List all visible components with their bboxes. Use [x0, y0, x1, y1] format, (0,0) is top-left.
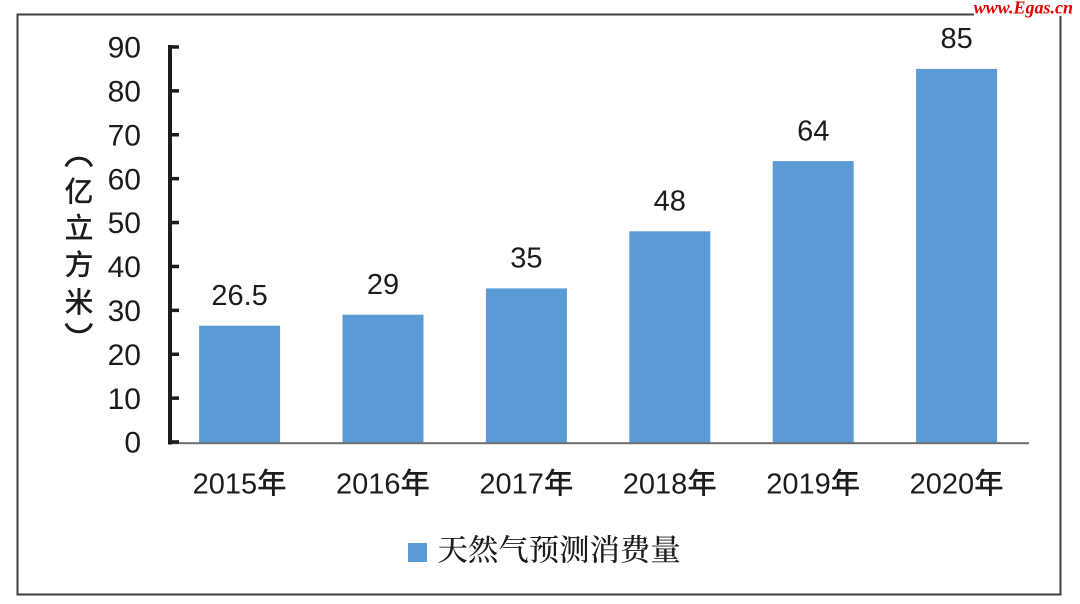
svg-text:2018: 2018 — [623, 469, 688, 501]
svg-text:48: 48 — [654, 186, 686, 218]
svg-text:85: 85 — [940, 23, 972, 55]
svg-text:www.Egas.cn: www.Egas.cn — [974, 0, 1073, 18]
svg-text:2020: 2020 — [910, 469, 975, 501]
svg-text:64: 64 — [797, 115, 829, 147]
svg-text:2017: 2017 — [479, 469, 544, 501]
svg-text:20: 20 — [108, 339, 141, 372]
svg-text:30: 30 — [108, 295, 141, 328]
svg-text:60: 60 — [108, 163, 141, 196]
svg-text:90: 90 — [108, 32, 141, 65]
svg-text:80: 80 — [108, 76, 141, 109]
svg-text:50: 50 — [108, 207, 141, 240]
svg-text:2015: 2015 — [193, 469, 258, 501]
svg-text:40: 40 — [108, 251, 141, 284]
svg-text:29: 29 — [367, 269, 399, 301]
svg-text:2019: 2019 — [766, 469, 831, 501]
svg-text:26.5: 26.5 — [211, 280, 267, 312]
svg-text:35: 35 — [510, 243, 542, 275]
svg-text:2016: 2016 — [336, 469, 401, 501]
svg-text:0: 0 — [124, 427, 141, 460]
svg-text:70: 70 — [108, 119, 141, 152]
svg-text:10: 10 — [108, 383, 141, 416]
